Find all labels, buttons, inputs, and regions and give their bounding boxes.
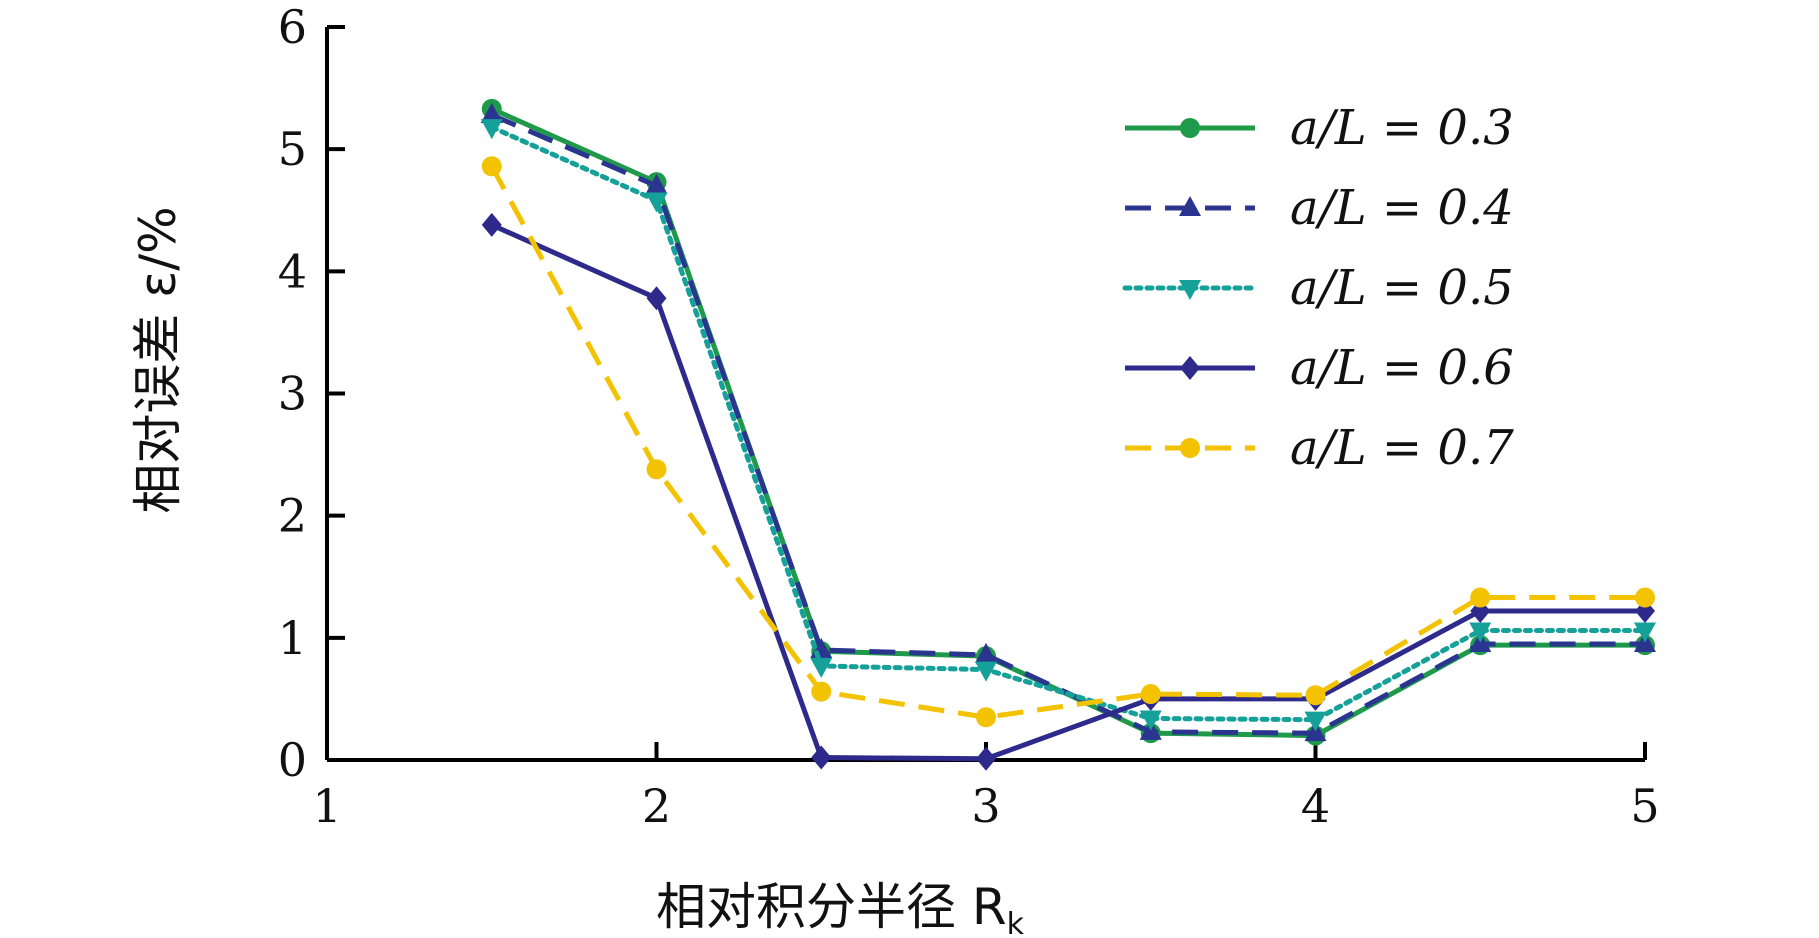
y-tick-label-1: 1	[278, 611, 307, 665]
x-tick-label-1: 1	[312, 779, 341, 833]
series-4-line	[490, 222, 1645, 762]
series-2-point-4	[975, 642, 997, 663]
y-tick-label-6: 6	[278, 0, 307, 54]
legend-item-1: a/L = 0.3	[1125, 100, 1514, 156]
y-tick-label-5: 5	[278, 122, 307, 176]
series-5-point-4	[976, 707, 996, 728]
series-3-point-3	[810, 657, 833, 678]
series-4-point-2	[646, 286, 667, 311]
series-4-point-1	[481, 212, 502, 237]
series-3-point-2	[645, 192, 668, 213]
x-tick-label-4: 4	[1301, 779, 1330, 833]
legend-label-4: a/L = 0.6	[1290, 340, 1514, 396]
series-5-point-3	[811, 681, 832, 702]
legend-swatch-marker-3	[1179, 280, 1201, 300]
series-5-point-7	[1470, 587, 1491, 608]
series-5-point-8	[1635, 587, 1655, 608]
y-tick-label-2: 2	[278, 489, 307, 543]
series-2-point-1	[480, 102, 503, 123]
series-5-point-5	[1140, 684, 1161, 705]
series-4-point-4	[976, 746, 996, 771]
series-3-point-7	[1469, 622, 1492, 643]
y-tick-label-0: 0	[278, 733, 307, 787]
series-3-point-6	[1304, 711, 1327, 732]
series-layer	[480, 98, 1656, 771]
legend-label-5: a/L = 0.7	[1290, 420, 1514, 476]
legend: a/L = 0.3 a/L = 0.4 a/L = 0.5 a/L = 0.6 a/L …	[1122, 100, 1514, 476]
legend-item-2: a/L = 0.4	[1125, 180, 1514, 236]
series-4-point-3	[811, 745, 832, 770]
legend-label-3: a/L = 0.5	[1290, 260, 1514, 316]
legend-swatch-marker-5	[1180, 438, 1200, 458]
series-3-line	[489, 124, 1648, 723]
y-tick-label-4: 4	[278, 244, 307, 298]
legend-item-4: a/L = 0.6	[1125, 340, 1514, 396]
x-axis-title-main: 相对积分半径 R	[656, 878, 1007, 936]
x-tick-label-2: 2	[642, 779, 671, 833]
series-5	[481, 156, 1655, 728]
x-tick-label-5: 5	[1630, 779, 1659, 833]
legend-label-1: a/L = 0.3	[1290, 100, 1514, 156]
legend-swatch-marker-1	[1180, 118, 1200, 138]
series-5-point-6	[1305, 685, 1326, 706]
legend-item-3: a/L = 0.5	[1122, 260, 1514, 316]
legend-swatch-marker-2	[1179, 196, 1201, 216]
x-axis-title-subscript: k	[1007, 907, 1025, 938]
series-3-point-4	[975, 661, 997, 682]
y-axis-title: 相对误差 ε/%	[129, 206, 187, 513]
legend-label-2: a/L = 0.4	[1290, 180, 1514, 236]
y-tick-label-3: 3	[278, 367, 307, 421]
legend-swatch-marker-4	[1180, 356, 1200, 380]
series-5-point-1	[481, 156, 502, 177]
series-3-point-1	[480, 119, 503, 140]
series-2-point-2	[645, 173, 668, 194]
axis-titles: 相对积分半径 Rk 相对误差 ε/%	[129, 206, 1025, 938]
series-3-point-8	[1634, 622, 1656, 643]
series-3	[480, 119, 1656, 732]
x-tick-label-3: 3	[971, 779, 1000, 833]
series-3-point-5	[1139, 710, 1162, 731]
x-axis-title: 相对积分半径 Rk	[656, 878, 1025, 938]
legend-item-5: a/L = 0.7	[1125, 420, 1514, 476]
series-5-point-2	[646, 459, 667, 480]
